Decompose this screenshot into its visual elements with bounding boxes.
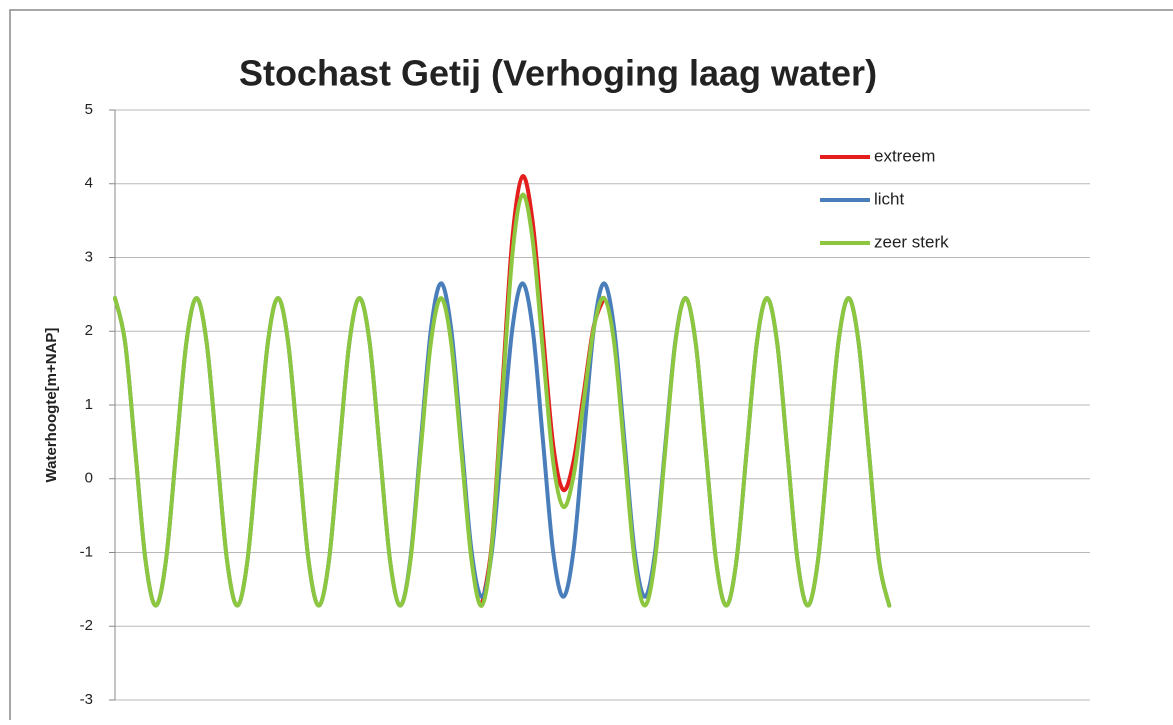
y-tick-label: 1 xyxy=(85,396,93,413)
y-tick-label: 0 xyxy=(85,470,93,487)
y-tick-label: 3 xyxy=(85,248,93,265)
y-axis-label: Waterhoogte[m+NAP] xyxy=(43,328,60,483)
chart-title: Stochast Getij (Verhoging laag water) xyxy=(239,53,877,94)
y-tick-label: -3 xyxy=(80,691,93,708)
y-tick-label: 4 xyxy=(85,175,93,192)
y-tick-label: 2 xyxy=(85,322,93,339)
y-tick-label: 5 xyxy=(85,101,93,118)
y-tick-label: -1 xyxy=(80,543,93,560)
y-tick-label: -2 xyxy=(80,617,93,634)
legend-label: zeer sterk xyxy=(874,232,949,251)
legend-label: extreem xyxy=(874,146,935,165)
legend-label: licht xyxy=(874,189,905,208)
line-series xyxy=(113,192,892,608)
